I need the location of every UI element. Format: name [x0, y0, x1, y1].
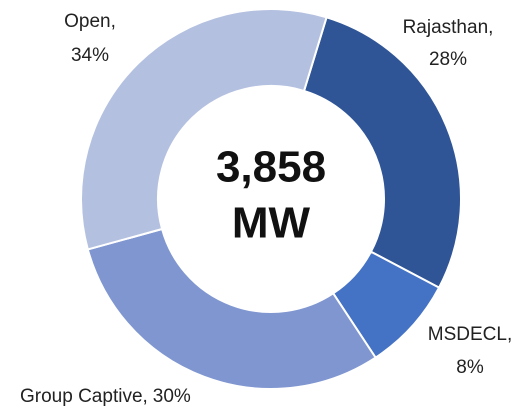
center-unit: MW [232, 199, 311, 248]
value-label: 8% [456, 357, 484, 378]
category-label: Rajasthan, [403, 17, 494, 38]
slice [86, 227, 377, 390]
center-value: 3,858 [216, 143, 326, 192]
slice [302, 16, 462, 289]
value-label: 30% [153, 386, 191, 407]
slice-label: Group Captive, 30% [20, 386, 191, 407]
slice [80, 8, 328, 251]
value-label: 28% [429, 49, 467, 70]
value-label: 34% [71, 45, 109, 66]
category-label: Group Captive, [20, 386, 148, 407]
category-label: Open, [64, 11, 116, 32]
category-label: MSDECL, [428, 324, 512, 345]
